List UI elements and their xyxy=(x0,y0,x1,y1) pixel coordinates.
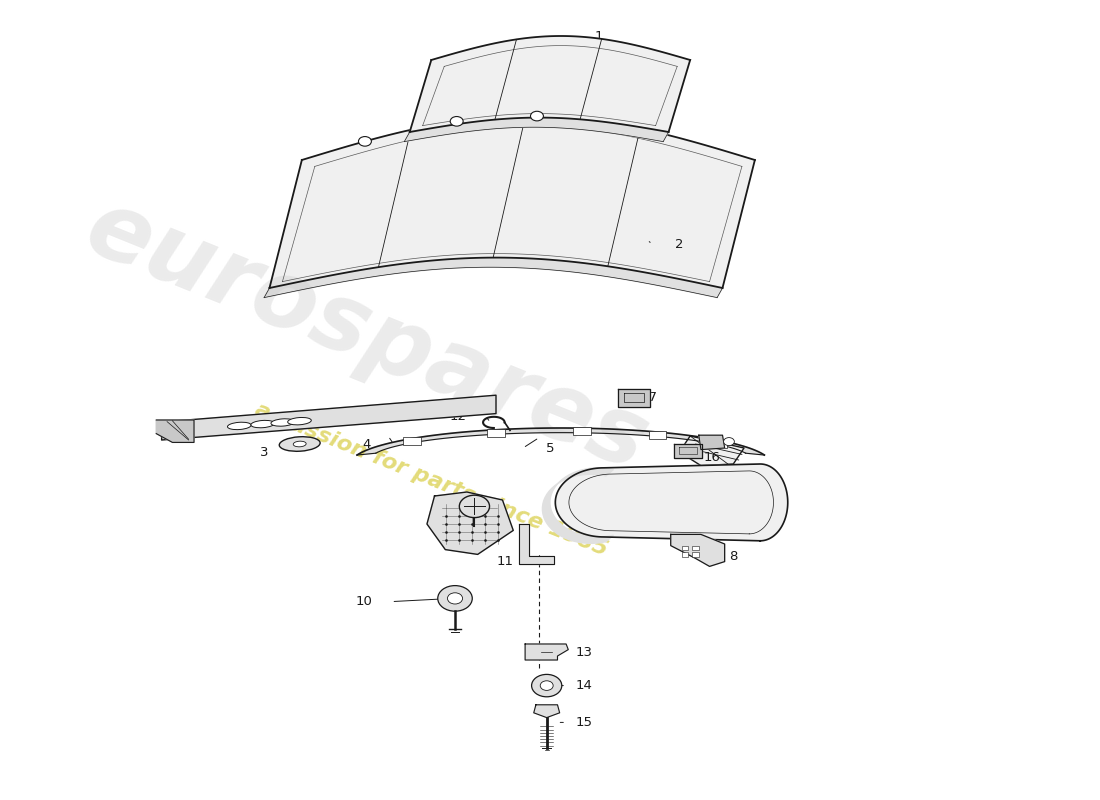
Circle shape xyxy=(359,137,372,146)
Polygon shape xyxy=(698,435,725,450)
Bar xyxy=(710,439,727,447)
Polygon shape xyxy=(156,420,194,442)
Polygon shape xyxy=(518,524,554,564)
Ellipse shape xyxy=(251,420,275,428)
Polygon shape xyxy=(618,389,650,407)
Polygon shape xyxy=(358,428,764,455)
Text: 13: 13 xyxy=(576,646,593,658)
Text: 14: 14 xyxy=(576,679,593,692)
Ellipse shape xyxy=(271,418,295,426)
Circle shape xyxy=(448,593,463,604)
Text: 2: 2 xyxy=(675,238,683,250)
Text: 5: 5 xyxy=(546,442,554,454)
Text: 8: 8 xyxy=(729,550,737,562)
Polygon shape xyxy=(409,36,690,132)
Text: 11: 11 xyxy=(496,555,513,568)
Circle shape xyxy=(460,495,490,518)
Bar xyxy=(573,427,591,435)
Text: 1: 1 xyxy=(594,30,603,42)
Circle shape xyxy=(531,674,562,697)
Polygon shape xyxy=(556,464,788,541)
Polygon shape xyxy=(270,116,755,288)
Bar xyxy=(487,429,505,437)
Circle shape xyxy=(450,117,463,126)
Ellipse shape xyxy=(228,422,251,430)
Circle shape xyxy=(540,681,553,690)
Text: 16: 16 xyxy=(703,451,720,464)
Polygon shape xyxy=(680,436,744,466)
Polygon shape xyxy=(671,534,725,566)
Polygon shape xyxy=(534,705,560,718)
Bar xyxy=(692,546,698,550)
Bar xyxy=(682,552,688,557)
Ellipse shape xyxy=(288,418,311,425)
Polygon shape xyxy=(162,395,496,440)
Circle shape xyxy=(530,111,543,121)
Text: 10: 10 xyxy=(356,595,373,608)
Text: 6: 6 xyxy=(735,482,743,494)
Circle shape xyxy=(438,586,472,611)
Bar xyxy=(649,431,667,439)
Polygon shape xyxy=(405,118,669,142)
Text: 17: 17 xyxy=(640,391,658,404)
Circle shape xyxy=(724,438,735,446)
Ellipse shape xyxy=(294,441,306,447)
Polygon shape xyxy=(264,258,723,298)
Ellipse shape xyxy=(279,437,320,451)
Text: 12: 12 xyxy=(450,410,466,422)
Bar xyxy=(404,437,420,445)
Bar xyxy=(692,552,698,557)
Text: a passion for parts since 1985: a passion for parts since 1985 xyxy=(252,400,611,560)
Polygon shape xyxy=(542,468,614,543)
Text: 9: 9 xyxy=(465,495,473,508)
Polygon shape xyxy=(525,644,569,660)
Text: 4: 4 xyxy=(362,438,371,450)
Bar xyxy=(682,546,688,550)
Polygon shape xyxy=(427,492,514,554)
Polygon shape xyxy=(674,444,702,458)
Text: 15: 15 xyxy=(576,716,593,729)
Text: 3: 3 xyxy=(260,446,268,458)
Text: 7: 7 xyxy=(436,530,444,542)
Text: eurospares: eurospares xyxy=(73,182,661,490)
